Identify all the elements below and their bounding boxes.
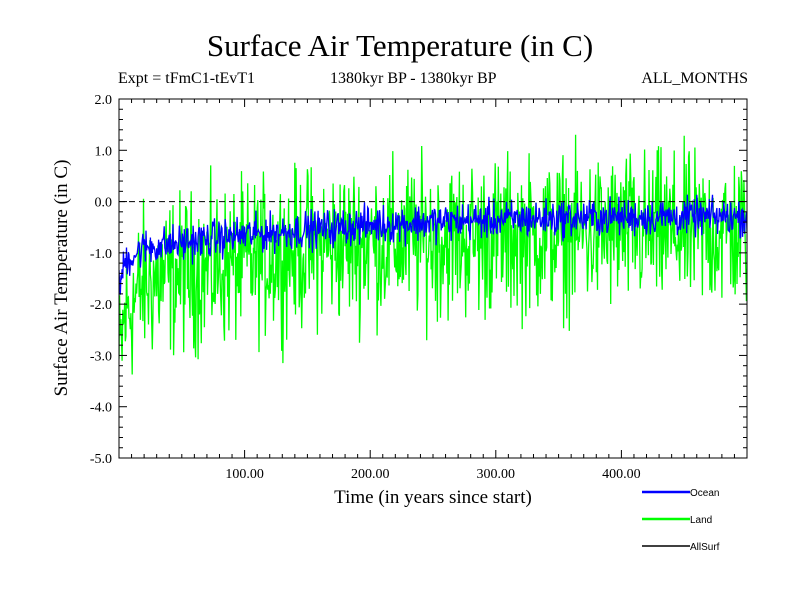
y-tick-label: 2.0 <box>95 93 113 108</box>
series-line-ocean <box>119 194 747 295</box>
y-tick-label: -1.0 <box>90 247 112 262</box>
legend-label-land: Land <box>690 515 712 526</box>
legend-label-ocean: Ocean <box>690 488 719 499</box>
y-tick-label: -4.0 <box>90 401 112 416</box>
y-tick-label: -5.0 <box>90 452 112 467</box>
y-tick-label: -2.0 <box>90 298 112 313</box>
y-axis-title: Surface Air Temperature (in C) <box>51 160 72 397</box>
y-tick-label: 0.0 <box>95 196 113 211</box>
chart-title: Surface Air Temperature (in C) <box>206 28 594 63</box>
x-tick-label: 100.00 <box>225 467 264 482</box>
experiment-label: Expt = tFmC1-tEvT1 <box>118 70 256 87</box>
months-label: ALL_MONTHS <box>641 70 748 87</box>
y-tick-label: 1.0 <box>95 144 113 159</box>
series-line-land <box>119 134 747 375</box>
x-tick-label: 300.00 <box>477 467 516 482</box>
x-axis-title: Time (in years since start) <box>334 487 532 508</box>
legend-label-allsurf: AllSurf <box>690 542 720 553</box>
period-label: 1380kyr BP - 1380kyr BP <box>330 70 497 87</box>
x-tick-label: 200.00 <box>351 467 390 482</box>
x-tick-label: 400.00 <box>602 467 641 482</box>
y-tick-label: -3.0 <box>90 349 112 364</box>
